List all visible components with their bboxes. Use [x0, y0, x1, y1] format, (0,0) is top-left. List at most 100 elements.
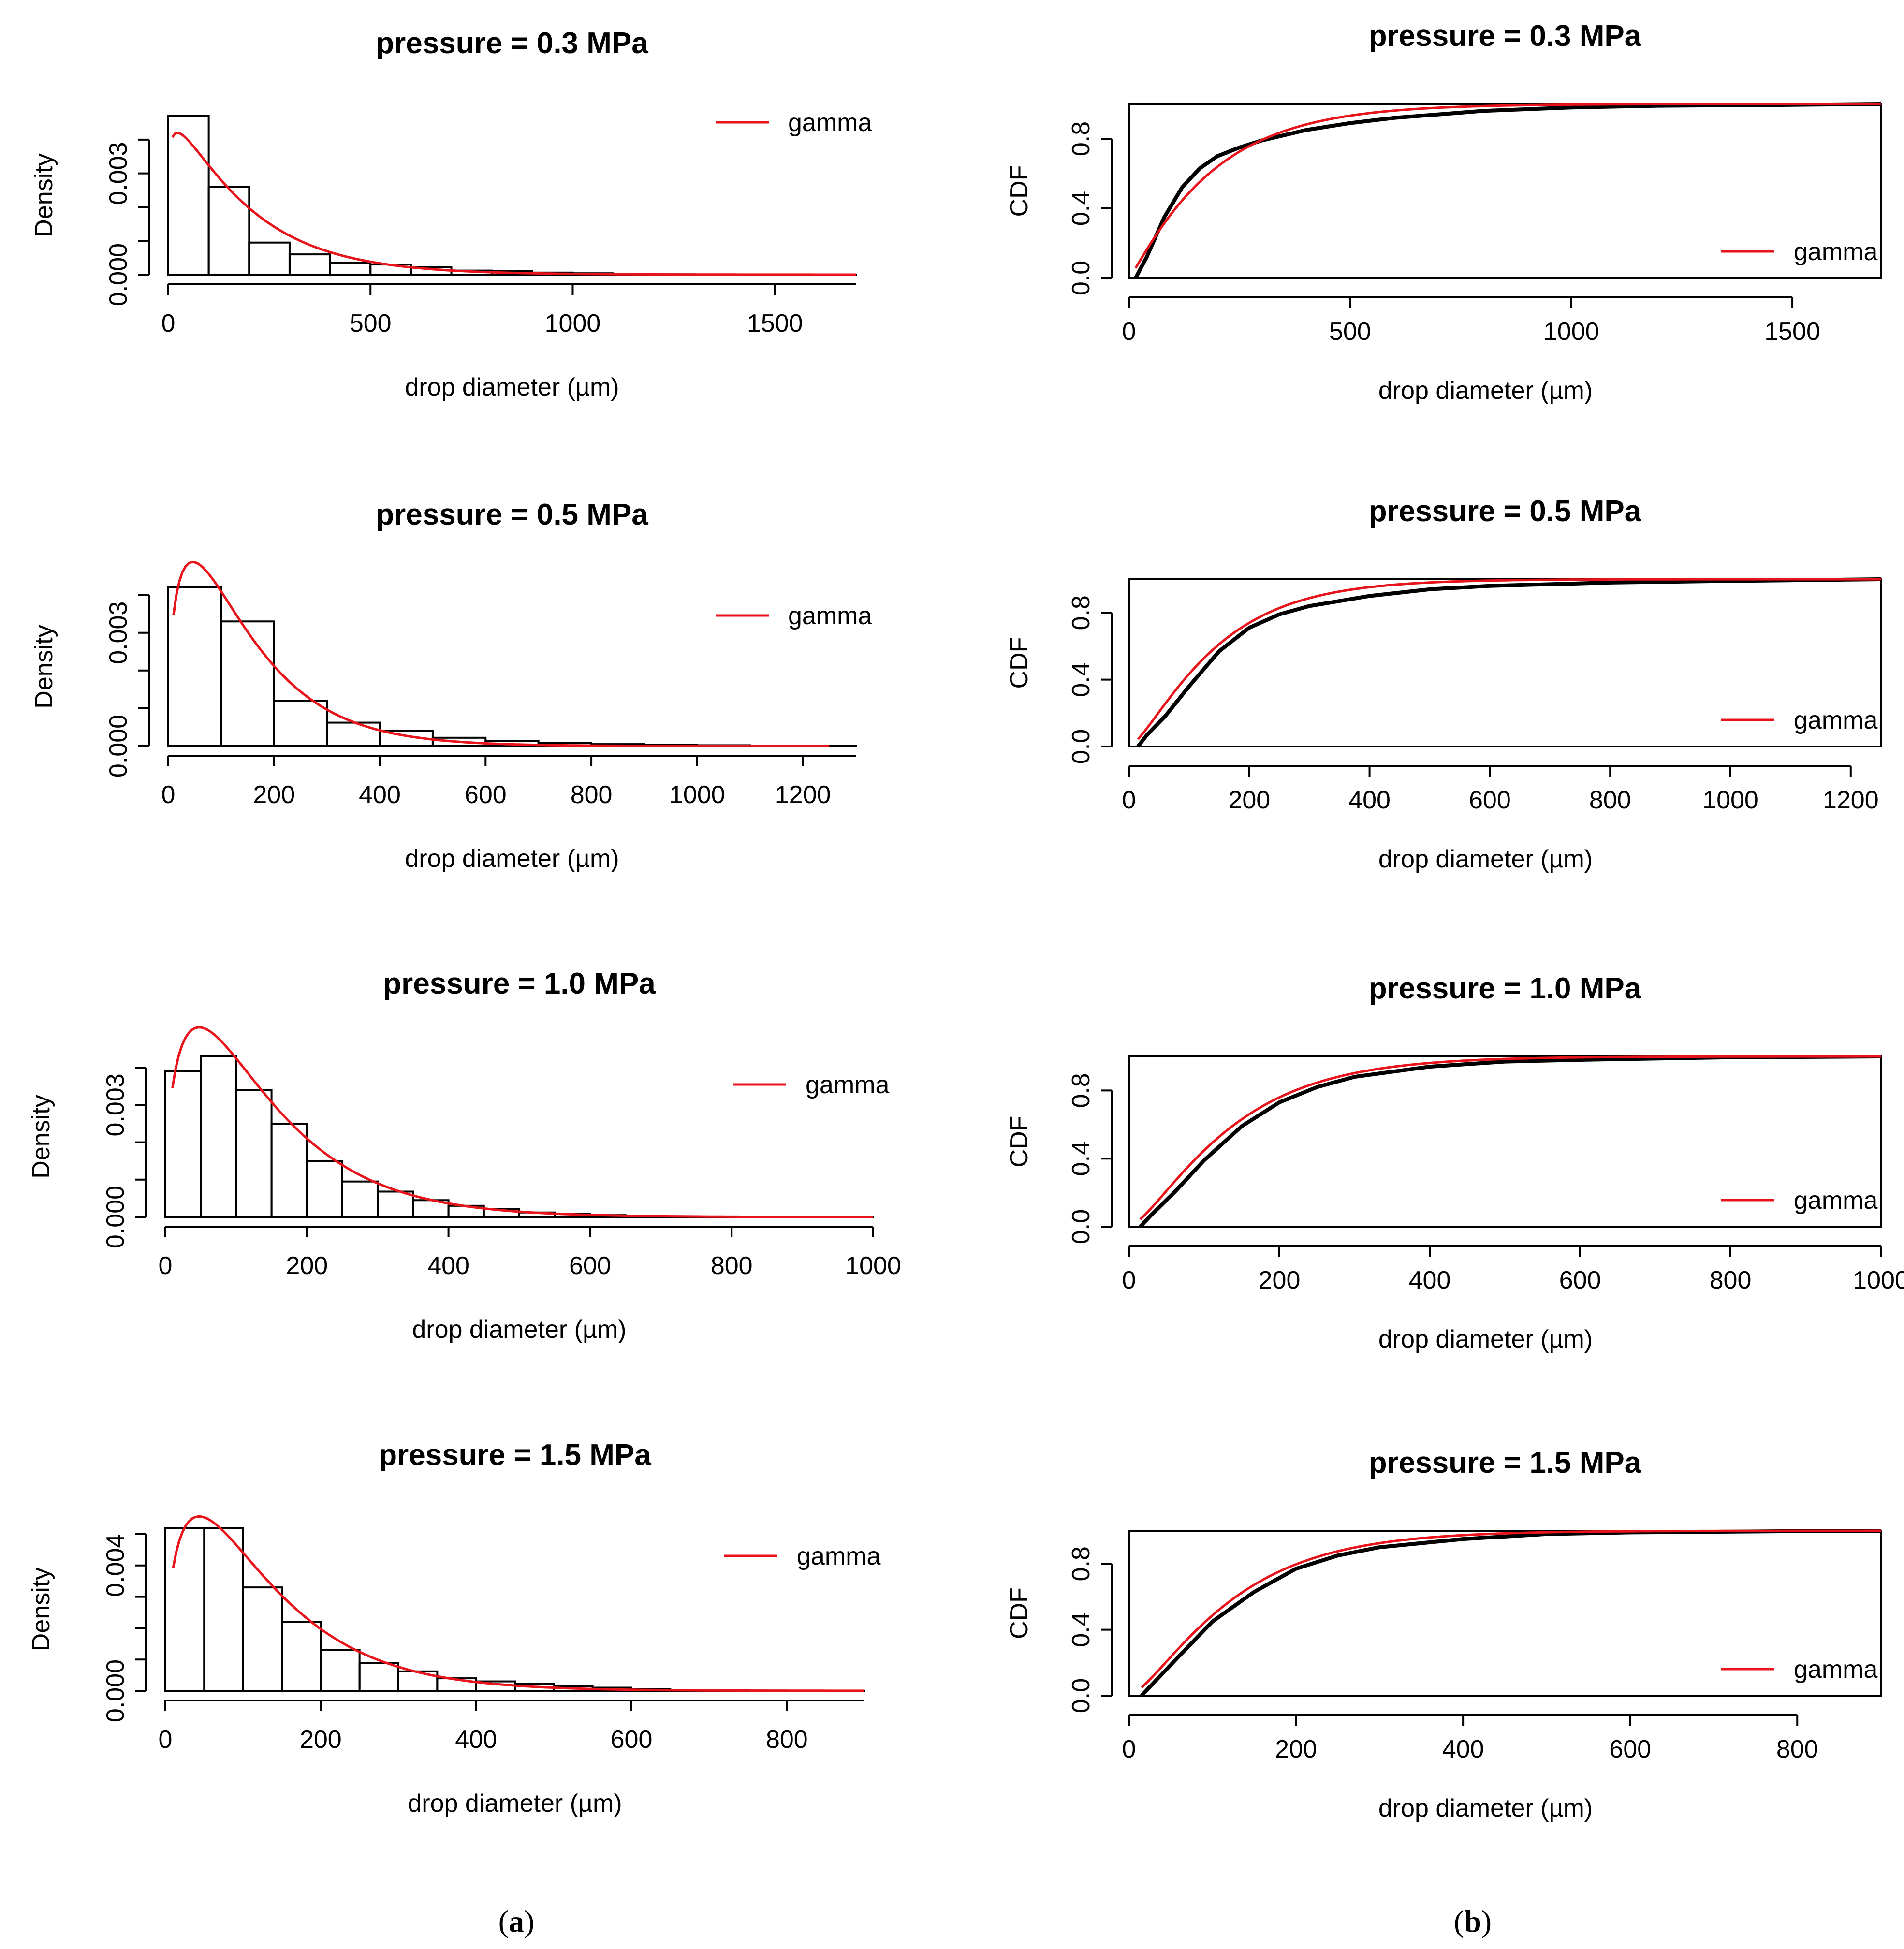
x-tick-label: 0	[1122, 1266, 1136, 1294]
legend-label: gamma	[788, 109, 872, 137]
x-tick-label: 800	[711, 1252, 753, 1280]
column-label-a: (a)	[498, 1904, 535, 1938]
y-axis-title: Density	[27, 1568, 55, 1651]
x-tick-label: 800	[1710, 1266, 1752, 1294]
legend-label: gamma	[797, 1542, 880, 1570]
empirical-cdf-line	[1134, 102, 1881, 279]
x-tick-label: 1000	[669, 781, 725, 809]
column-label-b-letter: b	[1464, 1904, 1481, 1938]
legend-label: gamma	[806, 1071, 889, 1099]
x-tick-label: 1500	[1764, 318, 1820, 346]
y-tick-label: 0.0	[1067, 1209, 1095, 1244]
x-tick-label: 600	[465, 781, 507, 809]
legend: gamma	[716, 602, 872, 630]
axes: 0 500 1000 1500 0.000 0.003 drop diameter (µm)…	[30, 138, 856, 401]
chart-title: pressure = 1.5 MPa	[379, 1438, 651, 1472]
chart-a-1: pressure = 0.3 MPa 0 500 1000 1500 0.000 0.003…	[30, 27, 872, 401]
chart-title: pressure = 0.3 MPa	[1369, 19, 1641, 53]
x-tick-label: 1000	[545, 309, 601, 337]
gamma-cdf-curve	[1141, 1529, 1881, 1689]
plot-frame	[1128, 1530, 1882, 1697]
legend-label: gamma	[1794, 706, 1877, 734]
y-axis-title: CDF	[1005, 637, 1033, 689]
x-tick-label: 1000	[1853, 1266, 1904, 1294]
chart-a-3: pressure = 1.0 MPa 0 200 400 600 800 1000 0.000…	[27, 967, 901, 1344]
x-axis-title: drop diameter (µm)	[1378, 1325, 1593, 1353]
chart-title: pressure = 0.3 MPa	[376, 27, 648, 60]
y-tick-label: 0.003	[104, 601, 132, 664]
y-tick-label: 0.8	[1067, 121, 1095, 156]
axes: 0 500 1000 1500 0.0 0.4 0.8 drop diameter (µm) C…	[1005, 121, 1820, 405]
x-tick-label: 400	[359, 781, 401, 809]
x-tick-label: 400	[1348, 786, 1391, 814]
x-axis-title: drop diameter (µm)	[408, 1789, 622, 1817]
gamma-density-curve	[172, 560, 830, 747]
x-tick-label: 200	[300, 1726, 342, 1754]
gamma-density-curve	[171, 1026, 873, 1218]
column-label-b-close: )	[1481, 1904, 1492, 1938]
chart-b-3: pressure = 1.0 MPa 0 200 400 600 800 1000 0.0 0.…	[1005, 972, 1904, 1353]
legend: gamma	[724, 1542, 880, 1570]
x-tick-label: 600	[1469, 786, 1511, 814]
chart-b-4: pressure = 1.5 MPa 0 200 400 600 800 0.0 0.4 0.8…	[1005, 1446, 1882, 1822]
y-tick-label: 0.000	[102, 1186, 130, 1248]
y-tick-label: 0.0	[1067, 261, 1095, 295]
chart-title: pressure = 1.0 MPa	[383, 967, 656, 1000]
legend: gamma	[733, 1071, 889, 1099]
x-tick-label: 500	[1329, 318, 1371, 346]
y-axis-title: CDF	[1005, 1116, 1033, 1168]
axes: 0 200 400 600 800 1000 0.0 0.4 0.8 drop diameter …	[1005, 1073, 1904, 1353]
y-tick-label: 0.003	[102, 1073, 130, 1136]
x-tick-label: 200	[1259, 1266, 1301, 1294]
axes: 0 200 400 600 800 1000 1200 0.0 0.4 0.8 drop diame…	[1005, 595, 1879, 873]
x-axis-title: drop diameter (µm)	[405, 845, 619, 873]
column-label-a-letter: a	[509, 1904, 524, 1938]
y-tick-label: 0.4	[1067, 1141, 1095, 1176]
gamma-density-curve	[171, 132, 856, 276]
x-tick-label: 0	[1122, 318, 1136, 346]
x-tick-label: 200	[1228, 786, 1270, 814]
chart-title: pressure = 0.5 MPa	[376, 498, 648, 531]
legend-label: gamma	[1794, 1187, 1877, 1215]
y-tick-label: 0.000	[102, 1659, 130, 1722]
y-tick-label: 0.0	[1067, 729, 1095, 764]
x-tick-label: 1000	[1702, 786, 1758, 814]
legend-label: gamma	[1794, 238, 1877, 266]
x-tick-label: 800	[766, 1726, 808, 1754]
x-tick-label: 400	[1442, 1735, 1484, 1763]
histogram-bar	[220, 620, 275, 747]
x-tick-label: 400	[427, 1252, 469, 1280]
y-tick-label: 0.8	[1067, 1073, 1095, 1108]
legend-label: gamma	[1794, 1656, 1877, 1684]
axes: 0 200 400 600 800 1000 0.000 0.003 drop diameter…	[27, 1067, 901, 1344]
axes: 0 200 400 600 800 1000 1200 0.000 0.003 drop diam…	[30, 594, 856, 873]
histogram-bar	[207, 186, 250, 276]
x-tick-label: 600	[569, 1252, 611, 1280]
legend: gamma	[1721, 706, 1877, 734]
chart-title: pressure = 1.0 MPa	[1369, 972, 1641, 1005]
legend-label: gamma	[788, 602, 872, 630]
x-tick-label: 800	[571, 781, 613, 809]
x-tick-label: 1000	[845, 1252, 901, 1280]
x-axis-title: drop diameter (µm)	[1378, 845, 1593, 873]
x-tick-label: 200	[1275, 1735, 1317, 1763]
x-tick-label: 0	[1122, 1735, 1136, 1763]
x-tick-label: 0	[159, 1726, 173, 1754]
x-axis-title: drop diameter (µm)	[1378, 377, 1593, 405]
chart-b-1: pressure = 0.3 MPa 0 500 1000 1500 0.0 0.4 0.8 d…	[1005, 19, 1882, 405]
legend: gamma	[716, 109, 872, 137]
y-axis-title: CDF	[1005, 1587, 1033, 1639]
chart-title: pressure = 0.5 MPa	[1369, 495, 1641, 528]
gamma-cdf-curve	[1134, 103, 1881, 269]
column-label-b-open: (	[1454, 1904, 1464, 1938]
y-tick-label: 0.004	[102, 1534, 130, 1597]
y-axis-title: Density	[30, 625, 58, 708]
y-tick-label: 0.8	[1067, 1546, 1095, 1581]
x-tick-label: 1200	[775, 781, 831, 809]
y-axis-title: Density	[27, 1095, 55, 1178]
column-label-b: (b)	[1454, 1904, 1492, 1938]
axes: 0 200 400 600 800 0.000 0.004 drop diameter (µm…	[27, 1533, 864, 1817]
